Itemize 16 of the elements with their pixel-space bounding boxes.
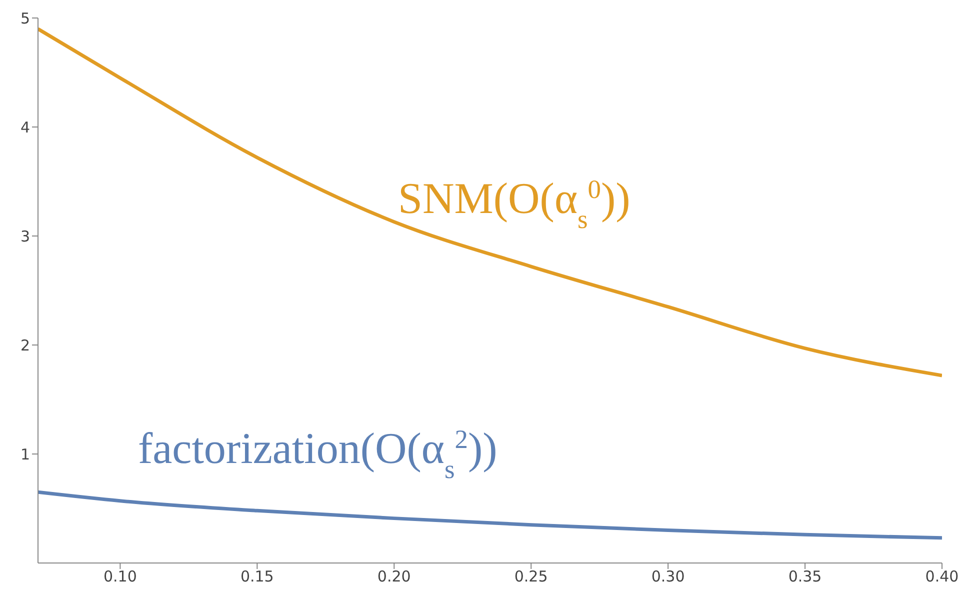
y-tick-label: 2 [20, 336, 30, 354]
x-tick-label: 0.15 [240, 568, 274, 586]
y-tick-label: 5 [20, 9, 30, 28]
x-tick-label: 0.35 [788, 568, 822, 586]
line-series [38, 490, 942, 540]
y-tick-label: 3 [20, 227, 30, 246]
x-tick-label: 0.25 [514, 568, 548, 586]
y-tick-label: 4 [20, 118, 30, 136]
x-tick-label: 0.20 [377, 568, 411, 586]
line-series [38, 27, 942, 378]
y-tick-label: 1 [20, 445, 30, 464]
series-label: SNM(O(α$_{s}$$^{0}$)) [398, 174, 630, 234]
x-tick-label: 0.30 [651, 568, 685, 586]
series-label: factorization(O(α$_{s}$$^{2}$)) [138, 424, 498, 484]
x-tick-label: 0.40 [925, 568, 959, 586]
x-tick-label: 0.10 [103, 568, 137, 586]
